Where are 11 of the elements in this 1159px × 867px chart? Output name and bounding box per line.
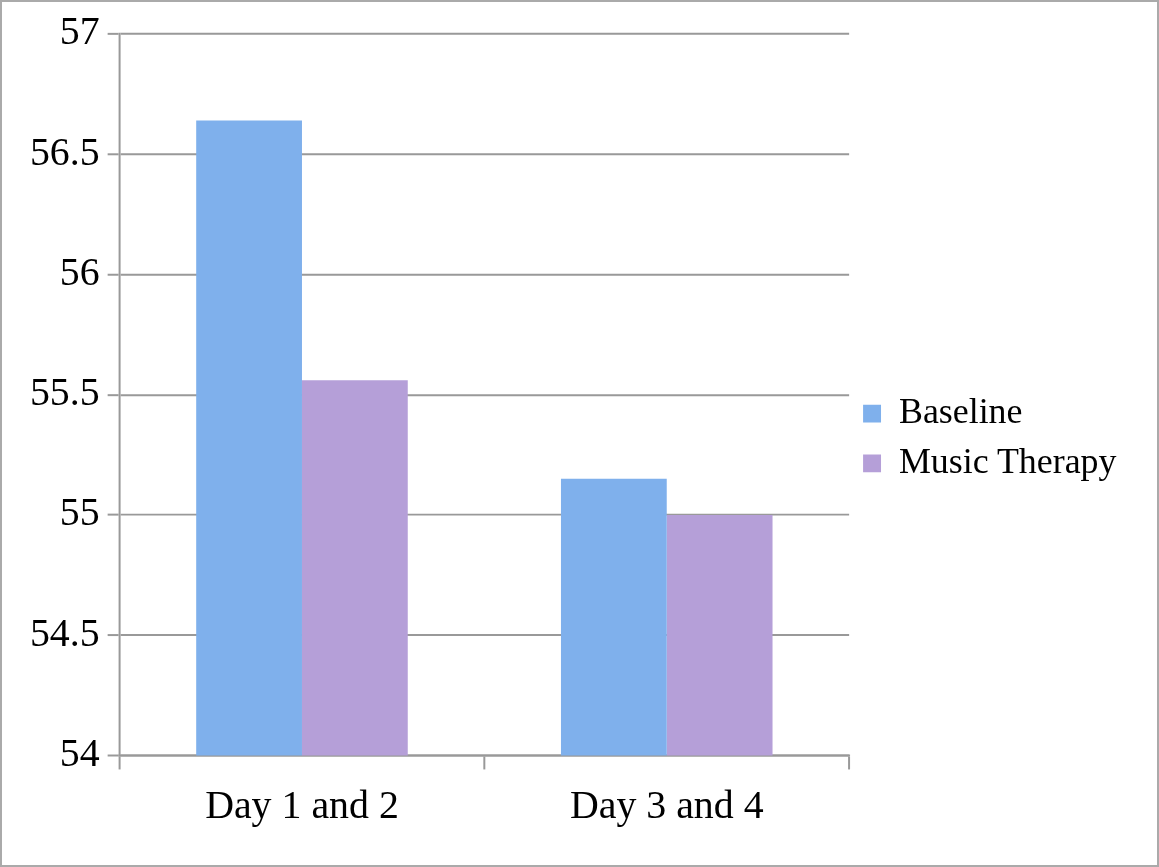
y-tick-label: 56.5 (29, 129, 100, 174)
y-tick-label: 54 (59, 730, 100, 775)
legend-label: Music Therapy (898, 440, 1117, 481)
y-tick-label: 55.5 (29, 370, 100, 415)
y-tick-label: 57 (59, 9, 100, 54)
x-tick-label: Day 1 and 2 (205, 782, 399, 827)
y-tick-label: 56 (59, 249, 100, 294)
y-tick-label: 54.5 (29, 610, 100, 655)
x-tick-label: Day 3 and 4 (569, 782, 764, 827)
legend-label: Baseline (898, 391, 1023, 431)
y-tick-label: 55 (59, 490, 100, 535)
